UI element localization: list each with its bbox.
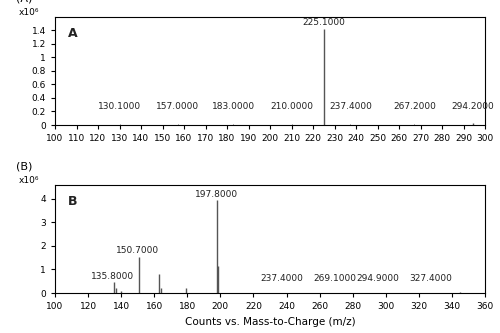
Text: 150.7000: 150.7000 [116, 246, 159, 255]
Text: 157.0000: 157.0000 [156, 103, 199, 112]
Text: 135.8000: 135.8000 [91, 272, 134, 281]
Text: (A): (A) [16, 0, 32, 4]
Text: 130.1000: 130.1000 [98, 103, 142, 112]
Text: 327.4000: 327.4000 [410, 274, 453, 283]
Text: 237.4000: 237.4000 [261, 274, 304, 283]
Text: 210.0000: 210.0000 [270, 103, 313, 112]
Text: 267.2000: 267.2000 [393, 103, 436, 112]
Text: A: A [68, 28, 78, 41]
Text: 269.1000: 269.1000 [313, 274, 356, 283]
Text: 225.1000: 225.1000 [302, 18, 346, 27]
Text: 237.4000: 237.4000 [329, 103, 372, 112]
Text: 294.2000: 294.2000 [451, 103, 494, 112]
Text: B: B [68, 195, 78, 208]
Text: 197.8000: 197.8000 [195, 189, 238, 198]
Text: 294.9000: 294.9000 [356, 274, 399, 283]
Text: (B): (B) [16, 162, 32, 171]
Text: x10⁶: x10⁶ [18, 175, 39, 185]
X-axis label: Counts vs. Mass-to-Charge (m/z): Counts vs. Mass-to-Charge (m/z) [184, 317, 356, 327]
Text: 183.0000: 183.0000 [212, 103, 255, 112]
Text: x10⁶: x10⁶ [18, 8, 39, 17]
